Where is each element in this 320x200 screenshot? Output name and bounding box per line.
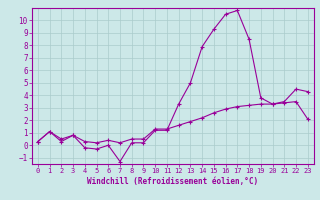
X-axis label: Windchill (Refroidissement éolien,°C): Windchill (Refroidissement éolien,°C) <box>87 177 258 186</box>
